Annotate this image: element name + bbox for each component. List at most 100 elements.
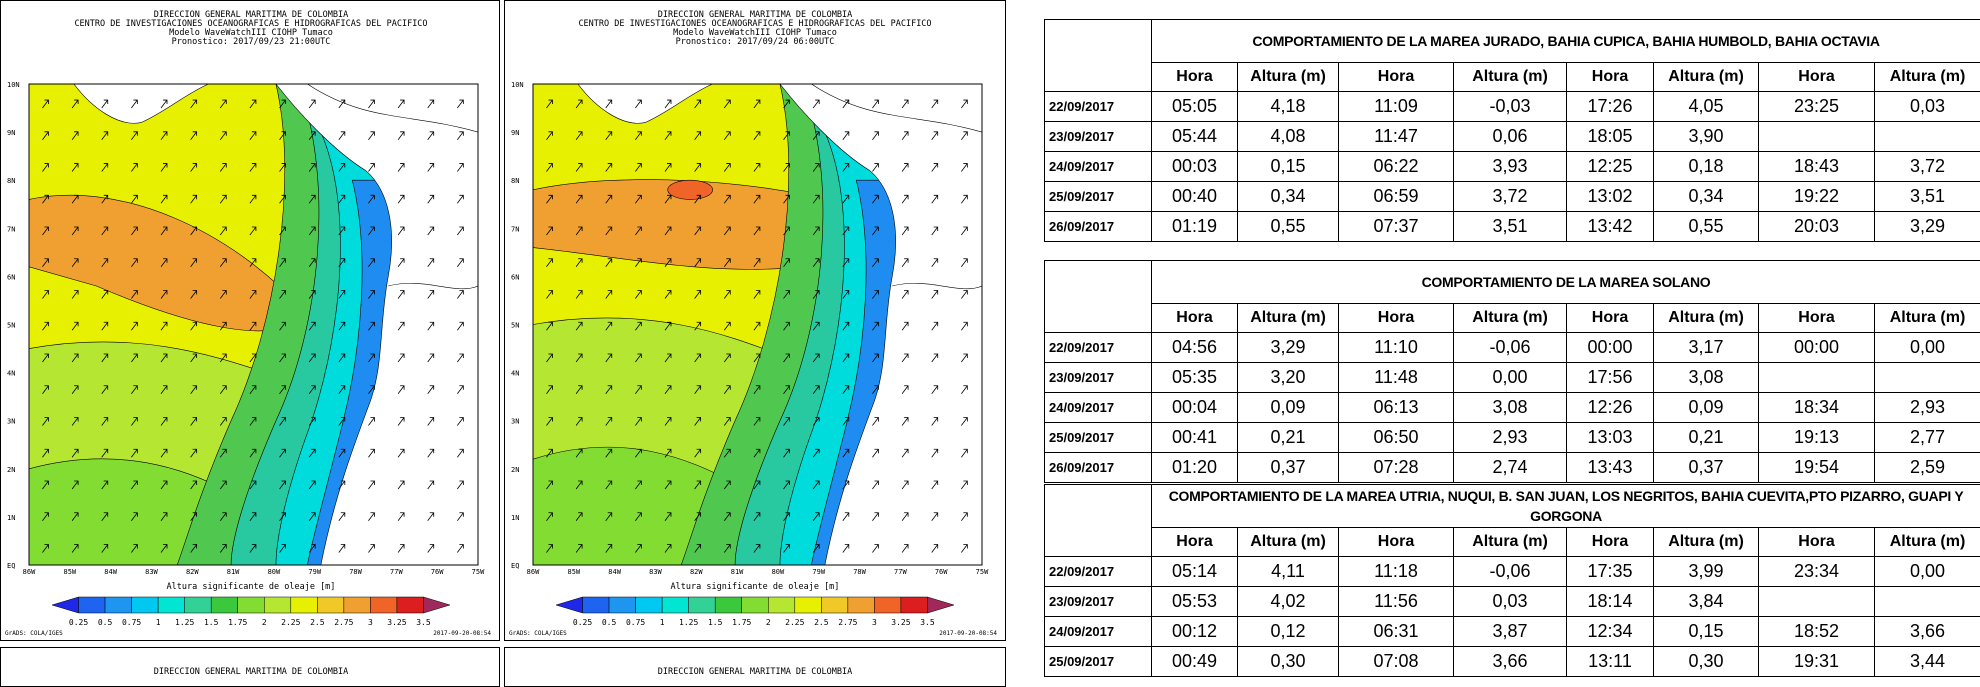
value-cell: 0,55: [1654, 212, 1759, 242]
lon-label: 83W: [649, 568, 662, 576]
colorbar-title: Altura significante de oleaje [m]: [167, 582, 336, 592]
value-cell: 2,77: [1875, 423, 1980, 453]
date-cell: 22/09/2017: [1045, 333, 1152, 363]
table-title: COMPORTAMIENTO DE LA MAREA JURADO, BAHIA…: [1152, 20, 1980, 63]
value-cell: 13:43: [1567, 453, 1654, 483]
lon-label: 76W: [935, 568, 948, 576]
lat-label: 3N: [511, 418, 519, 426]
lat-label: 5N: [511, 322, 519, 330]
value-cell: 05:44: [1152, 122, 1238, 152]
lon-label: 78W: [349, 568, 362, 576]
lat-label: 6N: [7, 273, 15, 281]
colorbar-label: 3.5: [416, 618, 431, 627]
value-cell: 18:05: [1567, 122, 1654, 152]
value-cell: 11:47: [1339, 122, 1454, 152]
value-cell: 2,93: [1875, 393, 1980, 423]
value-cell: 3,72: [1454, 182, 1567, 212]
value-cell: 06:31: [1339, 617, 1454, 647]
colorbar-label: 2.5: [310, 618, 325, 627]
corner-cell: [1045, 485, 1152, 557]
lon-label: 75W: [976, 568, 989, 576]
value-cell: 0,09: [1654, 393, 1759, 423]
lat-label: 9N: [511, 129, 519, 137]
lat-label: 4N: [7, 370, 15, 378]
value-cell: 11:10: [1339, 333, 1454, 363]
colorbar-box: [583, 597, 610, 613]
colorbar-label: 0.25: [69, 618, 88, 627]
colorbar-title: Altura significante de oleaje [m]: [671, 582, 840, 592]
value-cell: 2,74: [1454, 453, 1567, 483]
colorbar-label: 2: [262, 618, 267, 627]
value-cell: 3,08: [1454, 393, 1567, 423]
value-cell: 0,00: [1454, 363, 1567, 393]
column-header: Hora: [1567, 304, 1654, 333]
footer-right: 2017-09-20-08:54: [939, 630, 997, 637]
value-cell: 00:49: [1152, 647, 1238, 677]
value-cell: 05:05: [1152, 92, 1238, 122]
date-cell: 23/09/2017: [1045, 587, 1152, 617]
map-header: Pronostico: 2017/09/23 21:00UTC: [172, 37, 331, 47]
colorbar-label: 1.5: [708, 618, 723, 627]
value-cell: 0,00: [1875, 333, 1980, 363]
value-cell: 06:22: [1339, 152, 1454, 182]
value-cell: 0,03: [1875, 92, 1980, 122]
value-cell: 12:25: [1567, 152, 1654, 182]
date-cell: 26/09/2017: [1045, 453, 1152, 483]
lat-label: 2N: [511, 466, 519, 474]
value-cell: 23:34: [1759, 557, 1875, 587]
colorbar-box: [211, 597, 238, 613]
value-cell: 4,05: [1654, 92, 1759, 122]
date-cell: 25/09/2017: [1045, 182, 1152, 212]
colorbar-label: 1.75: [732, 618, 751, 627]
value-cell: 20:03: [1759, 212, 1875, 242]
value-cell: 11:48: [1339, 363, 1454, 393]
column-header: Hora: [1152, 528, 1238, 557]
colorbar-label: 1.75: [228, 618, 247, 627]
value-cell: 0,09: [1238, 393, 1339, 423]
column-header: Altura (m): [1654, 528, 1759, 557]
value-cell: 06:50: [1339, 423, 1454, 453]
lat-label: 1N: [7, 514, 15, 522]
colorbar-box: [662, 597, 689, 613]
value-cell: 4,08: [1238, 122, 1339, 152]
colorbar-box: [158, 597, 185, 613]
column-header: Altura (m): [1238, 304, 1339, 333]
colorbar-box: [397, 597, 424, 613]
value-cell: -0,06: [1454, 557, 1567, 587]
colorbar-box: [317, 597, 344, 613]
value-cell: 4,02: [1238, 587, 1339, 617]
lon-label: 86W: [527, 568, 540, 576]
value-cell: 18:34: [1759, 393, 1875, 423]
value-cell: [1875, 363, 1980, 393]
colorbar-label: 2.75: [838, 618, 857, 627]
value-cell: 0,37: [1238, 453, 1339, 483]
value-cell: 04:56: [1152, 333, 1238, 363]
lat-label: EQ: [7, 562, 15, 570]
lat-label: EQ: [511, 562, 519, 570]
lon-label: 85W: [63, 568, 76, 576]
value-cell: 0,15: [1238, 152, 1339, 182]
value-cell: 0,34: [1654, 182, 1759, 212]
column-header: Altura (m): [1454, 528, 1567, 557]
value-cell: 07:28: [1339, 453, 1454, 483]
colorbar-label: 1.25: [175, 618, 194, 627]
value-cell: [1759, 363, 1875, 393]
table-body: COMPORTAMIENTO DE LA MAREA UTRIA, NUQUI,…: [1045, 485, 1980, 677]
value-cell: 11:18: [1339, 557, 1454, 587]
value-cell: 13:11: [1567, 647, 1654, 677]
value-cell: 19:54: [1759, 453, 1875, 483]
lon-label: 80W: [268, 568, 281, 576]
value-cell: 0,06: [1454, 122, 1567, 152]
title-row: COMPORTAMIENTO DE LA MAREA SOLANO: [1045, 261, 1980, 304]
date-cell: 23/09/2017: [1045, 122, 1152, 152]
value-cell: 3,29: [1875, 212, 1980, 242]
value-cell: 00:04: [1152, 393, 1238, 423]
